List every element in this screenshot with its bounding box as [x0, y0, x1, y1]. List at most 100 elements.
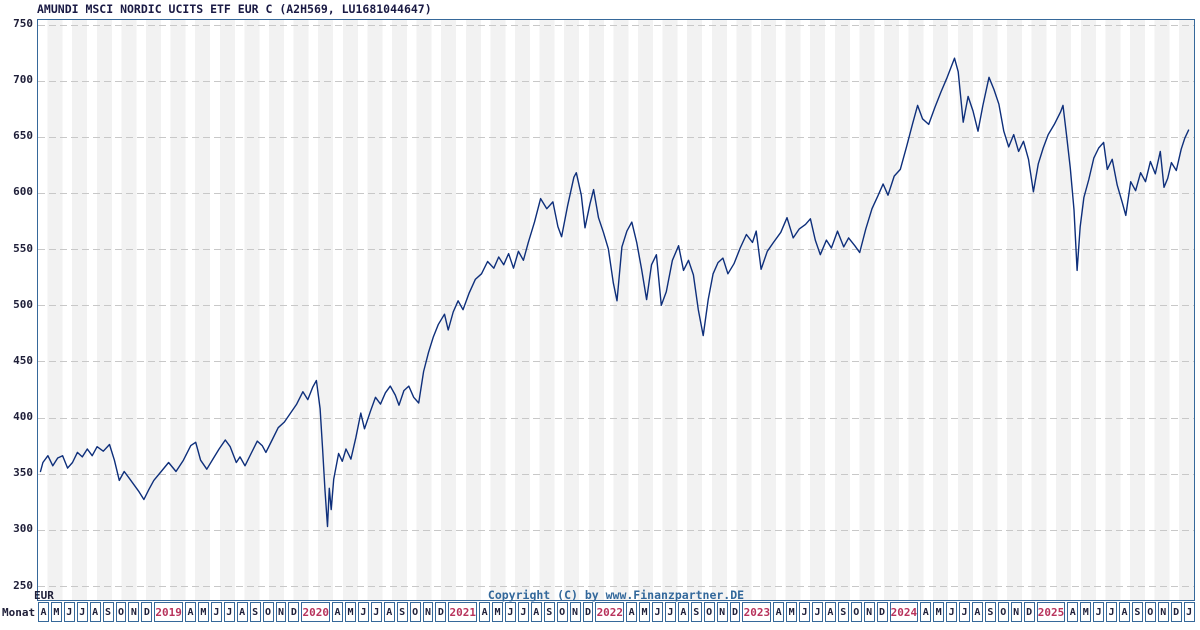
- x-axis-month-cell: M: [933, 602, 945, 622]
- x-axis-month-cell: M: [50, 602, 62, 622]
- x-axis-month-cell: J: [504, 602, 516, 622]
- x-axis-month-cell: A: [1119, 602, 1130, 622]
- x-axis-month-cell: N: [128, 602, 140, 622]
- x-axis-month-cell: S: [984, 602, 996, 622]
- x-axis-month-cell: O: [850, 602, 862, 622]
- x-axis-month-cell: A: [236, 602, 248, 622]
- x-axis-month-cell: A: [332, 602, 344, 622]
- x-axis-month-cell: S: [543, 602, 555, 622]
- gridline: [38, 192, 1194, 194]
- x-axis-month-cell: O: [703, 602, 715, 622]
- x-axis-month-cell: A: [38, 602, 49, 622]
- price-line: [39, 57, 1190, 528]
- x-axis-month-cell: A: [971, 602, 983, 622]
- x-axis-month-cell: D: [729, 602, 741, 622]
- x-axis-month-cell: S: [102, 602, 114, 622]
- y-axis: 750 700 650 600 550 500 450 400 350 300 250: [0, 0, 33, 630]
- x-axis-month-cell: J: [946, 602, 958, 622]
- x-axis-month-cell: A: [773, 602, 785, 622]
- x-axis-month-cell: S: [396, 602, 408, 622]
- x-axis-month-cell: A: [920, 602, 932, 622]
- x-axis-month-cell: N: [275, 602, 287, 622]
- plot-area: [37, 19, 1195, 601]
- gridline: [38, 529, 1194, 531]
- x-axis-month-cell: N: [716, 602, 728, 622]
- gridline: [38, 361, 1194, 363]
- y-axis-tick-label: 750: [13, 17, 33, 30]
- y-axis-tick-label: 250: [13, 578, 33, 592]
- x-axis-month-cell: A: [1067, 602, 1079, 622]
- x-axis-month-cell: J: [1183, 602, 1195, 622]
- x-axis-month-cell: N: [422, 602, 434, 622]
- x-axis-month-cell: S: [1131, 602, 1143, 622]
- gridline: [38, 249, 1194, 251]
- x-axis-month-cell: D: [1023, 602, 1035, 622]
- x-axis-month-cell: N: [863, 602, 875, 622]
- x-axis-month-cell: O: [1144, 602, 1156, 622]
- y-axis-unit-label: EUR: [34, 589, 54, 602]
- y-axis-tick-label: 600: [13, 185, 33, 199]
- x-axis-month-cell: A: [626, 602, 638, 622]
- x-axis-month-cell: S: [837, 602, 849, 622]
- gridline: [38, 417, 1194, 419]
- x-axis-month-cell: J: [664, 602, 676, 622]
- x-axis-month-cell: N: [1010, 602, 1022, 622]
- gridline: [38, 136, 1194, 138]
- y-axis-tick-label: 550: [13, 241, 33, 255]
- x-axis-year-cell: 2025: [1036, 602, 1066, 622]
- x-axis-month-cell: J: [223, 602, 235, 622]
- copyright-notice: Copyright (C) by www.Finanzpartner.DE: [487, 588, 745, 602]
- x-axis-month-cell: D: [582, 602, 594, 622]
- x-axis-month-cell: A: [479, 602, 491, 622]
- x-axis-month-cell: D: [435, 602, 447, 622]
- x-axis-month-cell: J: [63, 602, 75, 622]
- y-axis-tick-label: 700: [13, 73, 33, 87]
- x-axis-month-cell: M: [492, 602, 503, 622]
- y-axis-tick-label: 650: [13, 129, 33, 143]
- x-axis-year-cell: 2024: [889, 602, 919, 622]
- x-axis-month-cell: M: [345, 602, 356, 622]
- x-axis-month-cell: N: [569, 602, 581, 622]
- x-axis-month-cell: J: [1093, 602, 1105, 622]
- x-axis-year-cell: 2021: [448, 602, 478, 622]
- x-axis-year-cell: 2023: [742, 602, 772, 622]
- x-axis-month-cell: J: [652, 602, 663, 622]
- gridline: [38, 586, 1194, 587]
- y-axis-tick-label: 350: [13, 466, 33, 480]
- x-axis-month-cell: J: [517, 602, 529, 622]
- x-axis-month-cell: M: [1080, 602, 1092, 622]
- x-axis-year-cell: 2022: [595, 602, 625, 622]
- x-axis-month-cell: N: [1157, 602, 1169, 622]
- x-axis-month-cell: A: [824, 602, 836, 622]
- x-axis-month-cell: A: [677, 602, 689, 622]
- x-axis-month-cell: A: [185, 602, 196, 622]
- x-axis-month-cell: J: [210, 602, 222, 622]
- x-axis-month-cell: A: [89, 602, 101, 622]
- x-axis-month-cell: J: [1106, 602, 1118, 622]
- x-axis-month-row: A M J J A S O N D 2019 A M J J A S O N D 2020 A M J J A S O N D 2021 A…: [37, 602, 1195, 622]
- x-axis-month-cell: J: [959, 602, 970, 622]
- x-axis-month-cell: O: [262, 602, 274, 622]
- y-axis-tick-label: 400: [13, 410, 33, 424]
- chart-title: AMUNDI MSCI NORDIC UCITS ETF EUR C (A2H5…: [37, 2, 432, 16]
- x-axis-month-cell: J: [357, 602, 369, 622]
- y-axis-tick-label: 300: [13, 522, 33, 536]
- x-axis-month-cell: D: [876, 602, 888, 622]
- x-axis-month-cell: M: [639, 602, 651, 622]
- x-axis-month-cell: A: [383, 602, 395, 622]
- x-axis-year-cell: 2020: [301, 602, 331, 622]
- x-axis-month-cell: D: [1170, 602, 1182, 622]
- x-axis-month-cell: J: [370, 602, 382, 622]
- gridline: [38, 24, 1194, 26]
- x-axis-month-cell: J: [76, 602, 88, 622]
- gridline: [38, 305, 1194, 307]
- x-axis-month-cell: J: [812, 602, 823, 622]
- x-axis-month-cell: A: [530, 602, 542, 622]
- x-axis-month-cell: O: [409, 602, 421, 622]
- x-axis-month-cell: D: [288, 602, 300, 622]
- y-axis-tick-label: 500: [13, 297, 33, 311]
- x-axis-month-cell: S: [249, 602, 261, 622]
- x-axis-year-cell: 2019: [154, 602, 184, 622]
- x-axis-month-cell: J: [799, 602, 810, 622]
